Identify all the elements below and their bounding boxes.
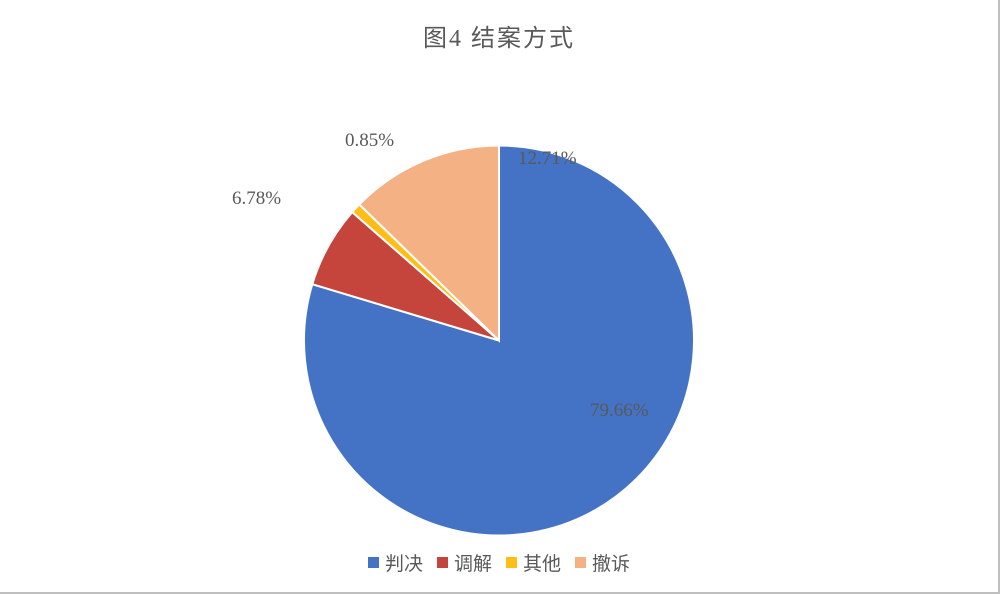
- slice-label-0: 79.66%: [590, 400, 649, 422]
- legend-swatch-0: [368, 557, 379, 568]
- chart-title: 图4 结案方式: [0, 18, 998, 53]
- pie-svg: [302, 144, 696, 538]
- legend-swatch-2: [506, 557, 517, 568]
- legend-label-0: 判决: [385, 549, 423, 576]
- legend-label-3: 撤诉: [592, 549, 630, 576]
- legend-item-1: 调解: [437, 549, 492, 576]
- legend: 判决 调解 其他 撤诉: [0, 549, 998, 576]
- legend-swatch-1: [437, 557, 448, 568]
- legend-item-3: 撤诉: [575, 549, 630, 576]
- slice-label-1: 6.78%: [232, 188, 281, 210]
- legend-label-1: 调解: [454, 549, 492, 576]
- legend-label-2: 其他: [523, 549, 561, 576]
- slice-label-2: 0.85%: [345, 130, 394, 152]
- legend-item-2: 其他: [506, 549, 561, 576]
- legend-item-0: 判决: [368, 549, 423, 576]
- pie-plot-area: [302, 144, 696, 543]
- legend-swatch-3: [575, 557, 586, 568]
- slice-label-3: 12.71%: [518, 148, 577, 170]
- pie-chart-container: 图4 结案方式 79.66% 6.78% 0.85% 12.71% 判决 调解 …: [0, 0, 1000, 594]
